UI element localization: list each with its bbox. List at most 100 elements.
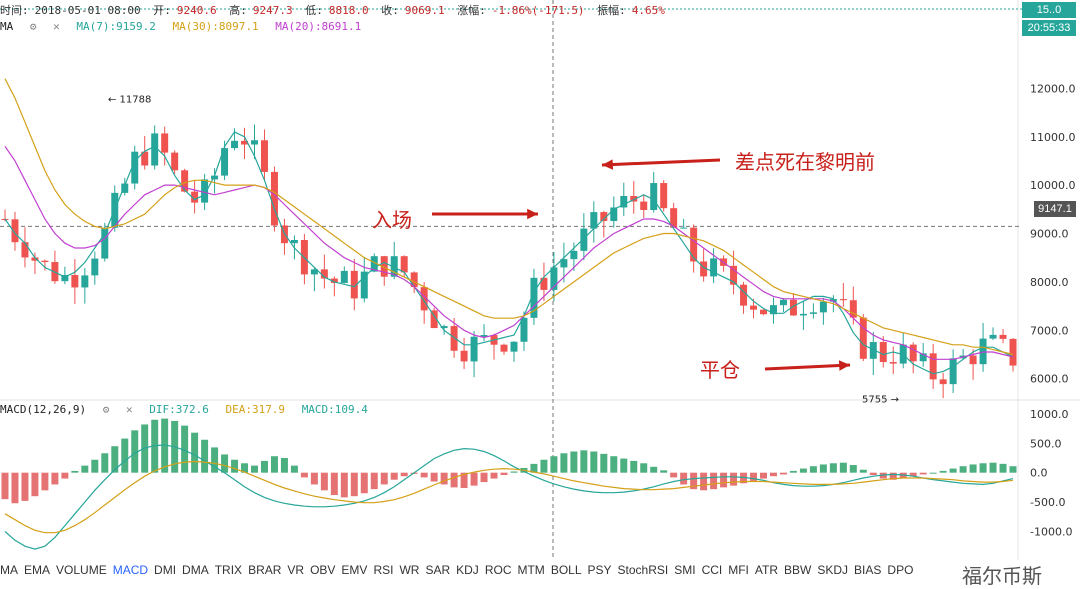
candle-body [330, 278, 338, 283]
arrow-head [838, 360, 850, 371]
macd-bar [390, 472, 398, 480]
candle-body [969, 355, 977, 365]
candle-body [989, 334, 997, 339]
tab-ma[interactable]: MA [0, 563, 18, 577]
tab-ema[interactable]: EMA [24, 563, 51, 577]
tab-dpo[interactable]: DPO [887, 563, 914, 577]
candle-body [450, 326, 458, 351]
close-label: 收: [381, 4, 399, 17]
candle-body [570, 250, 578, 260]
candle-body [290, 239, 298, 244]
candle-body [270, 171, 278, 226]
candle-body [350, 270, 358, 299]
candle-body [320, 269, 328, 279]
tab-bbw[interactable]: BBW [784, 563, 812, 577]
ma-title: MA [0, 20, 14, 33]
macd-bar [839, 462, 847, 473]
candle-body [360, 271, 368, 299]
arrow-near-death [601, 158, 721, 170]
amplitude-label: 振幅: [597, 4, 626, 17]
macd-bar [251, 465, 258, 473]
price-tick-label: 7000.0 [1030, 324, 1069, 337]
tab-macd[interactable]: MACD [112, 563, 149, 577]
candle-body [161, 133, 169, 153]
candle-body [31, 257, 39, 261]
candle-body [500, 344, 508, 352]
macd-legend: MACD(12,26,9) ⚙ ✕ DIF:372.6 DEA:317.9 MA… [0, 403, 378, 419]
candle-body [789, 299, 797, 316]
tab-cci[interactable]: CCI [701, 563, 723, 577]
tab-kdj[interactable]: KDJ [456, 563, 479, 577]
time-value: 2018-05-01 08:00 [34, 4, 141, 17]
arrow-entry [432, 208, 538, 220]
macd-bar [789, 470, 797, 473]
macd-bar [570, 451, 578, 473]
close-icon[interactable]: ✕ [125, 403, 133, 416]
macd-bar [590, 451, 598, 473]
candle-body [81, 275, 89, 288]
macd-bar [500, 472, 508, 476]
tab-atr[interactable]: ATR [754, 563, 779, 577]
tab-stochrsi[interactable]: StochRSI [617, 563, 669, 577]
tab-emv[interactable]: EMV [341, 563, 368, 577]
tab-trix[interactable]: TRIX [214, 563, 243, 577]
macd-bar [21, 472, 29, 501]
settings-icon[interactable]: ⚙ [29, 20, 37, 33]
tab-wr[interactable]: WR [399, 563, 420, 577]
macd-bar [979, 463, 987, 473]
macd-bar [710, 472, 718, 490]
settings-icon[interactable]: ⚙ [102, 403, 110, 416]
tab-boll[interactable]: BOLL [550, 563, 582, 577]
tab-mfi[interactable]: MFI [728, 563, 749, 577]
candle-body [201, 179, 209, 203]
close-icon[interactable]: ✕ [53, 20, 60, 33]
candle-body [151, 133, 159, 166]
extreme-marker: 5755 → [862, 395, 899, 406]
macd-bar [181, 425, 189, 473]
tab-bias[interactable]: BIAS [854, 563, 882, 577]
candle-body [849, 300, 857, 318]
macd-bar [191, 432, 199, 473]
macd-bar [270, 456, 278, 473]
candle-body [779, 299, 787, 306]
ma20-legend: MA(20):8691.1 [275, 20, 362, 33]
candle-body [909, 344, 917, 362]
tab-vr[interactable]: VR [287, 563, 305, 577]
tab-roc[interactable]: ROC [484, 563, 512, 577]
candle-body [61, 275, 69, 282]
candle-body [550, 267, 558, 290]
tab-brar[interactable]: BRAR [248, 563, 282, 577]
ma7-line [4, 131, 1014, 375]
tab-smi[interactable]: SMI [674, 563, 696, 577]
price-tick-label: 11000.0 [1030, 131, 1076, 144]
macd-bar [360, 472, 368, 494]
tab-rsi[interactable]: RSI [373, 563, 394, 577]
tab-mtm[interactable]: MTM [517, 563, 545, 577]
tab-psy[interactable]: PSY [587, 563, 612, 577]
candle-body [839, 299, 847, 301]
dea-legend: DEA:317.9 [225, 403, 286, 416]
candle-body [121, 183, 129, 193]
tab-dma[interactable]: DMA [182, 563, 209, 577]
candle-body [630, 195, 638, 202]
open-value: 9240.6 [176, 4, 217, 17]
macd-bar [490, 472, 498, 479]
tab-obv[interactable]: OBV [310, 563, 336, 577]
tab-skdj[interactable]: SKDJ [817, 563, 849, 577]
candle-body [740, 284, 748, 306]
price-tick-label: 6000.0 [1030, 373, 1069, 386]
macd-bar [530, 463, 538, 473]
dif-legend: DIF:372.6 [149, 403, 209, 416]
macd-bar [280, 457, 288, 473]
tab-dmi[interactable]: DMI [154, 563, 177, 577]
macd-bar [939, 470, 947, 473]
arrow-head [602, 159, 614, 170]
candle-body [440, 326, 448, 329]
candle-body [101, 227, 109, 259]
candle-body [690, 227, 698, 262]
tab-sar[interactable]: SAR [425, 563, 451, 577]
dea-line [4, 460, 1014, 534]
tab-volume[interactable]: VOLUME [56, 563, 107, 577]
macd-bar [799, 468, 807, 473]
